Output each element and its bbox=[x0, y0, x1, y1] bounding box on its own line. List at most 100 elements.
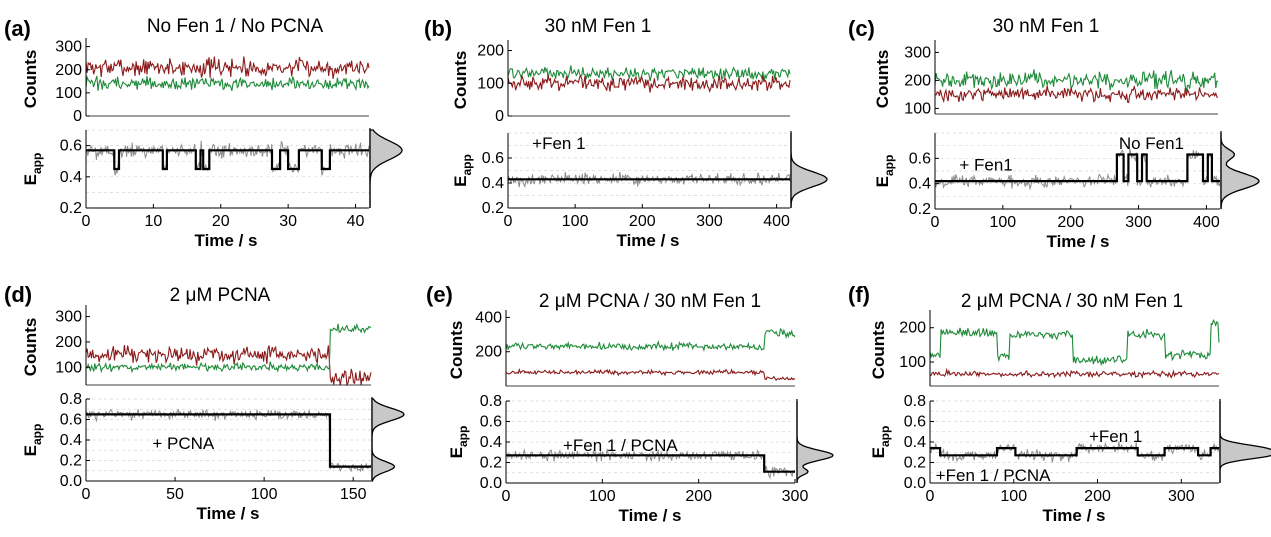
xtick-label: 300 bbox=[782, 488, 809, 505]
counts-trace-1 bbox=[507, 74, 791, 94]
hist-density bbox=[371, 398, 405, 482]
xtick-label: 40 bbox=[347, 213, 365, 230]
eapp-ytick-label: 0.6 bbox=[482, 150, 504, 167]
panel-c: (c) 30 nM Fen 1 100 200 300 Counts 0.2 0.4 0.6 0 1… bbox=[848, 16, 1260, 251]
eapp-ylabel-main: E bbox=[451, 176, 470, 187]
eapp-histogram bbox=[1219, 399, 1271, 483]
eapp-ytick-label: 0.0 bbox=[480, 475, 502, 492]
panel-title: 30 nM Fen 1 bbox=[993, 16, 1100, 37]
eapp-ylabel: Eapp bbox=[21, 153, 44, 186]
eapp-ytick-label: 0.4 bbox=[904, 434, 926, 451]
eapp-ytick-label: 0.2 bbox=[480, 455, 502, 472]
eapp-ytick-label: 0.2 bbox=[60, 453, 82, 470]
counts-trace-0 bbox=[85, 56, 370, 79]
xtick-label: 300 bbox=[1168, 488, 1195, 505]
counts-trace-1 bbox=[506, 368, 796, 382]
x-axis-label: Time / s bbox=[619, 506, 682, 525]
annotation: +Fen 1 / PCNA bbox=[563, 436, 678, 455]
xtick-label: 100 bbox=[990, 214, 1017, 231]
eapp-ytick-label: 0.4 bbox=[60, 432, 82, 449]
counts-ylabel: Counts bbox=[447, 321, 466, 380]
annotation: +Fen 1 bbox=[532, 134, 585, 153]
counts-ytick-label: 0 bbox=[73, 108, 82, 125]
xtick-label: 400 bbox=[1193, 214, 1220, 231]
xtick-label: 20 bbox=[212, 213, 230, 230]
eapp-histogram bbox=[796, 399, 834, 483]
eapp-ylabel-main: E bbox=[869, 447, 888, 458]
panel-d: (d) 2 μM PCNA100200300Counts0.00.20.40.60… bbox=[4, 282, 405, 523]
counts-ylabel: Counts bbox=[873, 50, 892, 109]
hist-density bbox=[369, 129, 403, 208]
panel-title: 30 nM Fen 1 bbox=[545, 16, 652, 37]
counts-ytick-label: 300 bbox=[55, 39, 82, 56]
counts-trace-1 bbox=[85, 75, 370, 92]
counts-ytick-label: 200 bbox=[899, 320, 926, 337]
xtick-label: 200 bbox=[629, 213, 656, 230]
counts-trace-0 bbox=[507, 65, 791, 82]
eapp-ytick-label: 0.0 bbox=[60, 473, 82, 490]
panel-label: (b) bbox=[424, 16, 452, 41]
eapp-ytick-label: 0.4 bbox=[480, 434, 502, 451]
counts-ytick-label: 400 bbox=[475, 309, 502, 326]
eapp-histogram bbox=[369, 128, 403, 208]
hist-density bbox=[790, 133, 828, 208]
counts-ylabel: Counts bbox=[451, 51, 470, 110]
counts-ytick-label: 200 bbox=[475, 344, 502, 361]
counts-ytick-label: 200 bbox=[55, 334, 82, 351]
x-axis-label: Time / s bbox=[617, 231, 680, 250]
xtick-label: 150 bbox=[340, 486, 367, 503]
eapp-plot: 0.2 0.4 0.6 0 100 200 300 400 Time / s Eapp No Fen… bbox=[873, 132, 1221, 251]
counts-plot: 100 200 300 Counts bbox=[873, 40, 1219, 117]
panel-title: No Fen 1 / No PCNA bbox=[147, 16, 324, 37]
xtick-label: 100 bbox=[1000, 488, 1027, 505]
eapp-ytick-label: 0.8 bbox=[904, 393, 926, 410]
eapp-ytick-label: 0.2 bbox=[904, 455, 926, 472]
counts-plot: 100 200 300 Counts bbox=[21, 305, 372, 387]
eapp-ylabel: Eapp bbox=[873, 155, 896, 188]
eapp-histogram bbox=[1220, 131, 1260, 210]
panel-title: 2 μM PCNA / 30 nM Fen 1 bbox=[539, 291, 761, 312]
xtick-label: 300 bbox=[1125, 214, 1152, 231]
panel-label: (a) bbox=[4, 16, 31, 41]
eapp-ylabel: Eapp bbox=[21, 424, 44, 457]
counts-ylabel: Counts bbox=[21, 50, 40, 109]
eapp-ytick-label: 0.6 bbox=[60, 138, 82, 155]
xtick-label: 200 bbox=[685, 488, 712, 505]
counts-trace-0 bbox=[505, 327, 796, 353]
eapp-trace bbox=[85, 140, 370, 176]
counts-ytick-label: 100 bbox=[899, 354, 926, 371]
xtick-label: 0 bbox=[502, 488, 511, 505]
eapp-ylabel: Eapp bbox=[869, 426, 892, 459]
eapp-ylabel-sub: app bbox=[878, 426, 892, 447]
eapp-ylabel-sub: app bbox=[456, 426, 470, 447]
counts-ytick-label: 200 bbox=[55, 62, 82, 79]
eapp-ylabel-sub: app bbox=[30, 153, 44, 174]
panel-label: (e) bbox=[426, 282, 453, 307]
counts-ytick-label: 200 bbox=[904, 72, 931, 89]
panel-e: (e) 2 μM PCNA / 30 nM Fen 1 200 400 Counts 0.… bbox=[426, 282, 834, 525]
eapp-ytick-label: 0.0 bbox=[904, 475, 926, 492]
annotation: +Fen 1 bbox=[1089, 427, 1142, 446]
counts-ytick-label: 100 bbox=[55, 359, 82, 376]
annotation: +Fen 1 / PCNA bbox=[936, 466, 1051, 485]
eapp-ytick-label: 0.6 bbox=[480, 414, 502, 431]
eapp-ytick-label: 0.2 bbox=[60, 200, 82, 217]
x-axis-label: Time / s bbox=[1043, 506, 1106, 525]
eapp-ytick-label: 0.6 bbox=[909, 150, 931, 167]
eapp-ytick-label: 0.2 bbox=[909, 201, 931, 218]
counts-ytick-label: 300 bbox=[904, 44, 931, 61]
counts-plot: 0 100 200 Counts bbox=[451, 40, 791, 125]
eapp-ytick-label: 0.4 bbox=[60, 169, 82, 186]
annotation: + Fen1 bbox=[959, 156, 1012, 175]
panel-f: (f) 2 μM PCNA / 30 nM Fen 1 100 200 Counts 0.… bbox=[848, 282, 1271, 525]
eapp-histogram bbox=[371, 397, 405, 482]
counts-ylabel: Counts bbox=[21, 318, 40, 377]
counts-trace-0 bbox=[85, 345, 372, 387]
xtick-label: 10 bbox=[144, 213, 162, 230]
eapp-step-fit bbox=[86, 413, 371, 468]
eapp-ylabel-main: E bbox=[21, 174, 40, 185]
xtick-label: 30 bbox=[279, 213, 297, 230]
counts-ytick-label: 300 bbox=[55, 309, 82, 326]
xtick-label: 200 bbox=[1084, 488, 1111, 505]
